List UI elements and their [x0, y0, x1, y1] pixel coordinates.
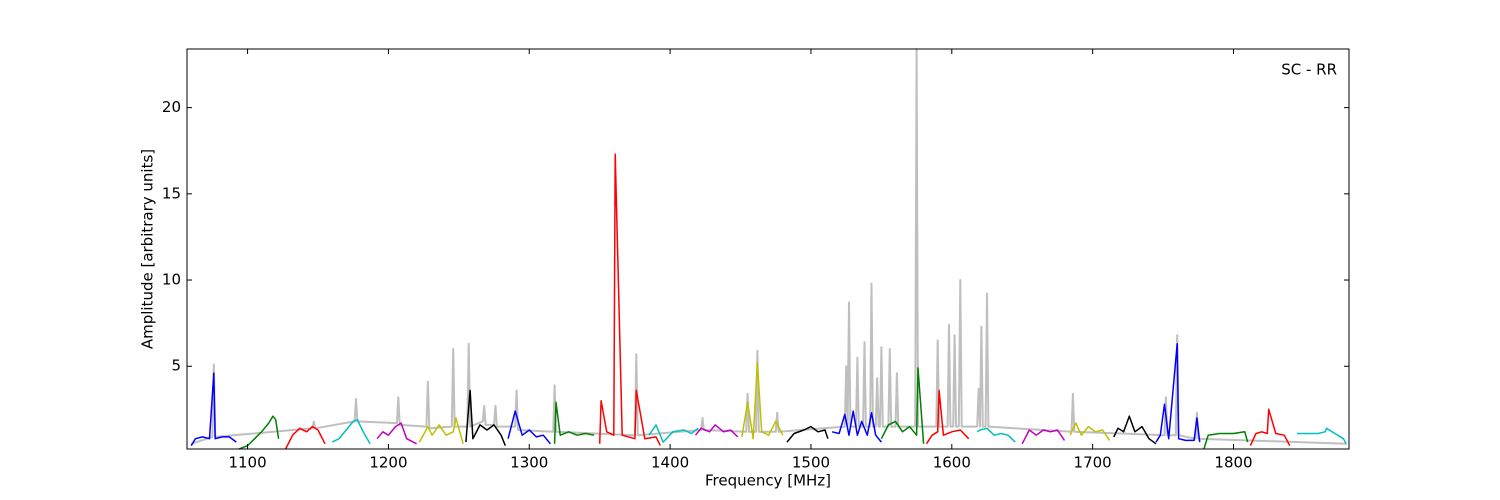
spectrum-line: [880, 367, 925, 444]
spectrum-line: [1021, 429, 1066, 445]
spectrum-line: [786, 425, 829, 443]
x-tick-label: 1700: [1074, 454, 1112, 472]
spectrum-line: [925, 389, 970, 445]
spectrum-line: [648, 424, 699, 443]
y-tick-label: 15: [162, 184, 181, 202]
spectrum-line: [238, 415, 280, 450]
spectrum-line: [190, 372, 237, 446]
annotation: SC - RR: [1281, 61, 1337, 79]
spectrum-line: [331, 418, 371, 445]
spectrum-line: [1155, 343, 1201, 443]
x-tick-label: 1100: [228, 454, 266, 472]
spectrum-line: [507, 410, 551, 445]
spectrum-line: [284, 425, 326, 450]
spectrum-line: [976, 427, 1016, 443]
spectrum-line: [598, 153, 661, 446]
spectrum-line: [1113, 415, 1157, 445]
spectrum-line: [465, 389, 506, 446]
x-tick-label: 1300: [510, 454, 548, 472]
plot-frame: [186, 48, 1350, 450]
spectrum-line: [376, 422, 417, 445]
spectrum-line: [694, 424, 739, 438]
spectrum-line: [1249, 408, 1291, 446]
x-tick-label: 1800: [1214, 454, 1252, 472]
y-axis-label: Amplitude [arbitrary units]: [139, 149, 157, 349]
y-tick-label: 10: [162, 271, 181, 289]
x-tick-label: 1500: [792, 454, 830, 472]
spectrum-line: [831, 410, 882, 443]
y-tick-label: 20: [162, 98, 181, 116]
spectrum-line: [1069, 422, 1111, 441]
spectrum-line: [418, 417, 464, 444]
x-axis-label: Frequency [MHz]: [705, 472, 831, 490]
spectrum-line: [1296, 427, 1347, 445]
spectrum-line: [741, 362, 784, 440]
spectrum-line: [1203, 431, 1249, 450]
x-tick-label: 1200: [369, 454, 407, 472]
x-tick-label: 1400: [651, 454, 689, 472]
spectrum-line: [553, 401, 595, 444]
x-tick-label: 1600: [933, 454, 971, 472]
y-tick-label: 5: [171, 357, 181, 375]
